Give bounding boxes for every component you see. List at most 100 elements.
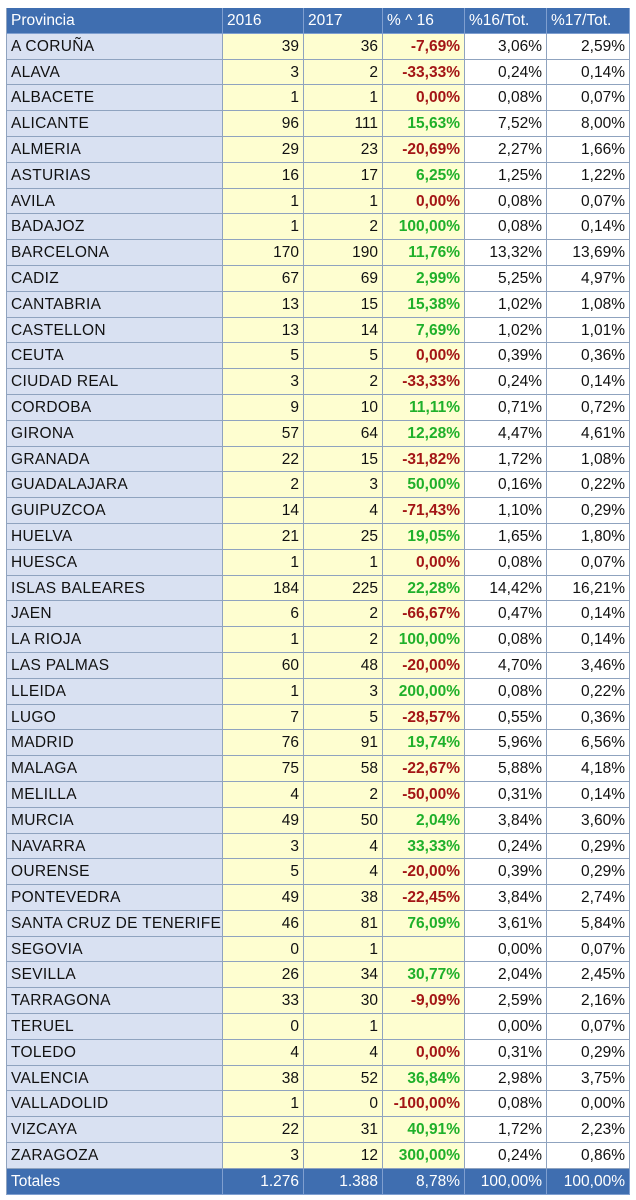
cell-share-2017[interactable]: 2,23% (547, 1117, 630, 1144)
cell-share-2017[interactable]: 0,36% (547, 704, 630, 731)
cell-variation[interactable]: 100,00% (383, 627, 465, 653)
cell-value-2017[interactable]: 4 (304, 859, 383, 886)
cell-value-2016[interactable]: 21 (223, 523, 304, 550)
cell-province[interactable]: SEVILLA (6, 962, 223, 989)
cell-value-2017[interactable]: 69 (304, 265, 383, 292)
cell-variation[interactable]: 76,09% (383, 910, 465, 937)
cell-province[interactable]: ZARAGOZA (6, 1143, 223, 1169)
cell-share-2016[interactable]: 1,02% (465, 291, 547, 318)
cell-value-2017[interactable]: 50 (304, 807, 383, 834)
cell-share-2016[interactable]: 3,84% (465, 807, 547, 834)
cell-value-2016[interactable]: 33 (223, 988, 304, 1015)
cell-value-2016[interactable]: 76 (223, 730, 304, 757)
cell-province[interactable]: VALENCIA (6, 1065, 223, 1092)
cell-share-2017[interactable]: 2,45% (547, 962, 630, 989)
cell-share-2016[interactable]: 1,02% (465, 317, 547, 344)
cell-share-2016[interactable]: 0,08% (465, 188, 547, 215)
cell-value-2017[interactable]: 3 (304, 678, 383, 705)
cell-share-2016[interactable]: 3,06% (465, 33, 547, 60)
cell-variation[interactable]: 6,25% (383, 162, 465, 189)
cell-province[interactable]: SEGOVIA (6, 936, 223, 963)
cell-province[interactable]: PONTEVEDRA (6, 885, 223, 911)
cell-value-2017[interactable]: 4 (304, 833, 383, 860)
cell-province[interactable]: JAEN (6, 601, 223, 628)
cell-province[interactable]: MADRID (6, 730, 223, 757)
cell-share-2016[interactable]: 3,84% (465, 885, 547, 911)
cell-share-2017[interactable]: 2,16% (547, 988, 630, 1015)
cell-share-2016[interactable]: 0,55% (465, 704, 547, 731)
cell-share-2017[interactable]: 4,61% (547, 420, 630, 447)
cell-province[interactable]: BARCELONA (6, 240, 223, 266)
cell-value-2016[interactable]: 1 (223, 214, 304, 241)
cell-variation[interactable]: -71,43% (383, 498, 465, 524)
cell-value-2017[interactable]: 1 (304, 549, 383, 576)
cell-value-2017[interactable]: 2 (304, 627, 383, 653)
cell-value-2017[interactable]: 36 (304, 33, 383, 60)
cell-value-2016[interactable]: 57 (223, 420, 304, 447)
cell-value-2016[interactable]: 1 (223, 549, 304, 576)
cell-share-2016[interactable]: 0,08% (465, 1091, 547, 1118)
cell-value-2017[interactable]: 1 (304, 188, 383, 215)
cell-value-2016[interactable]: 67 (223, 265, 304, 292)
cell-province[interactable]: AVILA (6, 188, 223, 215)
cell-share-2017[interactable]: 1,01% (547, 317, 630, 344)
cell-value-2017[interactable]: 58 (304, 756, 383, 782)
cell-share-2017[interactable]: 8,00% (547, 111, 630, 137)
cell-share-2017[interactable]: 2,74% (547, 885, 630, 911)
cell-province[interactable]: SANTA CRUZ DE TENERIFE (6, 910, 223, 937)
cell-share-2016[interactable]: 1,65% (465, 523, 547, 550)
cell-province[interactable]: MALAGA (6, 756, 223, 782)
cell-variation[interactable]: 0,00% (383, 188, 465, 215)
cell-share-2017[interactable]: 0,86% (547, 1143, 630, 1169)
cell-share-2017[interactable]: 0,14% (547, 214, 630, 241)
cell-variation[interactable]: 0,00% (383, 1039, 465, 1066)
cell-value-2016[interactable]: 29 (223, 136, 304, 163)
cell-value-2017[interactable]: 15 (304, 446, 383, 473)
cell-province[interactable]: A CORUÑA (6, 33, 223, 60)
cell-value-2016[interactable]: 14 (223, 498, 304, 524)
cell-province[interactable]: LLEIDA (6, 678, 223, 705)
cell-share-2017[interactable]: 0,14% (547, 781, 630, 808)
cell-variation[interactable]: -22,67% (383, 756, 465, 782)
cell-province[interactable]: GIRONA (6, 420, 223, 447)
cell-share-2017[interactable]: 0,14% (547, 369, 630, 395)
cell-share-2016[interactable]: 0,08% (465, 627, 547, 653)
cell-share-2016[interactable]: 1,10% (465, 498, 547, 524)
cell-variation[interactable]: 40,91% (383, 1117, 465, 1144)
cell-value-2016[interactable]: 7 (223, 704, 304, 731)
cell-variation[interactable]: 7,69% (383, 317, 465, 344)
cell-share-2016[interactable]: 4,47% (465, 420, 547, 447)
cell-value-2017[interactable]: 0 (304, 1091, 383, 1118)
cell-value-2017[interactable]: 30 (304, 988, 383, 1015)
cell-variation[interactable]: -20,69% (383, 136, 465, 163)
cell-province[interactable]: CORDOBA (6, 394, 223, 421)
cell-value-2016[interactable]: 6 (223, 601, 304, 628)
cell-province[interactable]: LA RIOJA (6, 627, 223, 653)
cell-value-2016[interactable]: 49 (223, 807, 304, 834)
cell-share-2017[interactable]: 16,21% (547, 575, 630, 602)
cell-variation[interactable] (383, 936, 465, 963)
cell-province[interactable]: ASTURIAS (6, 162, 223, 189)
cell-value-2017[interactable]: 52 (304, 1065, 383, 1092)
cell-province[interactable]: HUESCA (6, 549, 223, 576)
cell-share-2016[interactable]: 5,25% (465, 265, 547, 292)
cell-value-2017[interactable]: 2 (304, 781, 383, 808)
cell-province[interactable]: ALMERIA (6, 136, 223, 163)
cell-value-2017[interactable]: 48 (304, 652, 383, 679)
cell-value-2017[interactable]: 4 (304, 1039, 383, 1066)
cell-share-2016[interactable]: 0,08% (465, 678, 547, 705)
cell-value-2016[interactable]: 0 (223, 936, 304, 963)
cell-share-2016[interactable]: 14,42% (465, 575, 547, 602)
cell-variation[interactable]: 36,84% (383, 1065, 465, 1092)
cell-province[interactable]: HUELVA (6, 523, 223, 550)
cell-variation[interactable]: -20,00% (383, 652, 465, 679)
cell-variation[interactable] (383, 1014, 465, 1040)
cell-value-2016[interactable]: 5 (223, 343, 304, 370)
cell-value-2016[interactable]: 16 (223, 162, 304, 189)
cell-share-2017[interactable]: 0,29% (547, 1039, 630, 1066)
cell-share-2016[interactable]: 2,04% (465, 962, 547, 989)
cell-share-2017[interactable]: 5,84% (547, 910, 630, 937)
cell-value-2016[interactable]: 13 (223, 317, 304, 344)
cell-variation[interactable]: 0,00% (383, 343, 465, 370)
cell-value-2016[interactable]: 49 (223, 885, 304, 911)
